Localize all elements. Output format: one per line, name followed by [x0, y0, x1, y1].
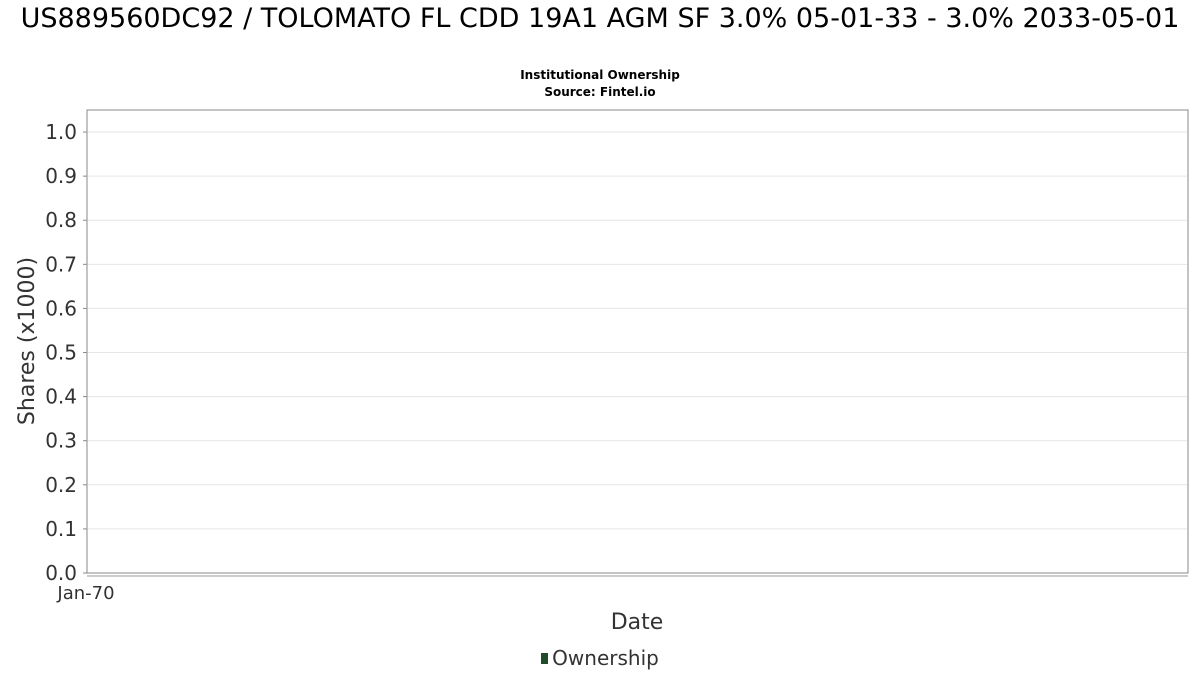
y-tick-label: 0.9	[45, 164, 77, 188]
legend-label-ownership: Ownership	[552, 646, 659, 670]
y-tick-label: 0.3	[45, 429, 77, 453]
chart-subtitle-institutional-ownership: Institutional Ownership	[520, 68, 680, 82]
y-tick-label: 0.1	[45, 517, 77, 541]
y-tick-label: 0.7	[45, 252, 77, 276]
chart-subtitle-source: Source: Fintel.io	[544, 85, 656, 99]
y-axis-title: Shares (x1000)	[15, 257, 40, 425]
y-axis: 0.0 0.1 0.2 0.3 0.4 0.5 0.6 0.7 0.8 0.9 1.0	[45, 120, 87, 585]
y-tick-label: 0.5	[45, 341, 77, 365]
x-axis: Jan-70	[56, 575, 1188, 604]
y-tick-label: 0.8	[45, 208, 77, 232]
y-tick-label: 1.0	[45, 120, 77, 144]
legend-swatch-ownership	[541, 653, 549, 664]
x-tick-label: Jan-70	[56, 583, 114, 604]
y-tick-label: 0.6	[45, 296, 77, 320]
y-tick-label: 0.4	[45, 385, 77, 409]
chart-title: US889560DC92 / TOLOMATO FL CDD 19A1 AGM …	[20, 3, 1180, 34]
grid	[88, 131, 1187, 530]
x-axis-title: Date	[611, 610, 664, 635]
y-tick-label: 0.2	[45, 473, 77, 497]
plot-area	[86, 109, 1189, 574]
legend: Ownership	[0, 646, 1200, 670]
y-tick-label: 0.0	[45, 561, 77, 585]
